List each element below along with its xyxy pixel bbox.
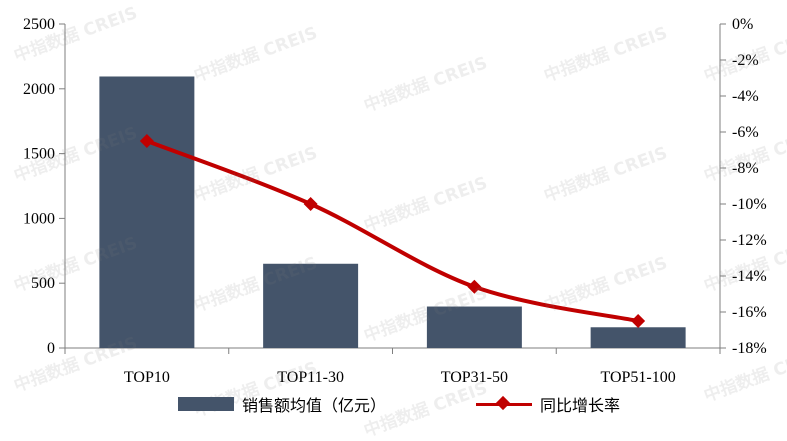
legend-item-bar: 销售额均值（亿元） [178, 392, 386, 416]
left-tick-label: 2000 [23, 81, 55, 98]
bar-series [99, 76, 686, 348]
bar [590, 327, 686, 348]
x-tick-label: TOP10 [124, 369, 170, 386]
line-point [467, 279, 482, 294]
legend-line-swatch [476, 395, 532, 411]
x-tick-label: TOP31-50 [441, 369, 508, 386]
legend-item-line: 同比增长率 [476, 392, 620, 416]
left-tick-label: 500 [31, 275, 55, 292]
legend-bar-swatch [178, 397, 234, 411]
bar [426, 306, 522, 348]
legend-line-label: 同比增长率 [540, 396, 621, 415]
right-tick-label: -8% [732, 160, 759, 177]
bar [263, 263, 359, 348]
legend-diamond-marker [495, 395, 511, 411]
left-tick-label: 2500 [23, 16, 55, 33]
right-tick-label: -10% [732, 196, 767, 213]
bar [99, 76, 195, 348]
legend: 销售额均值（亿元） 同比增长率 [0, 392, 787, 422]
right-tick-label: -2% [732, 52, 759, 69]
right-tick-label: -16% [732, 304, 767, 321]
left-tick-label: 0 [47, 340, 55, 357]
line-point [303, 197, 318, 211]
left-tick-label: 1000 [23, 210, 55, 227]
left-tick-label: 1500 [23, 146, 55, 163]
x-tick-label: TOP51-100 [600, 369, 675, 386]
right-tick-label: -4% [732, 88, 759, 105]
line-series [139, 134, 646, 328]
tick-labels: 0 500 1000 1500 2000 2500 0% -2% -4% -6% -8% -10% -1… [23, 16, 767, 386]
right-tick-label: -6% [732, 124, 759, 141]
right-tick-label: -18% [732, 340, 767, 357]
right-tick-label: -12% [732, 232, 767, 249]
x-tick-label: TOP11-30 [277, 369, 344, 386]
legend-bar-label: 销售额均值（亿元） [242, 396, 387, 415]
right-tick-label: 0% [732, 16, 753, 33]
growth-line [146, 139, 639, 323]
right-tick-label: -14% [732, 268, 767, 285]
line-point [631, 314, 646, 328]
line-point [139, 134, 154, 148]
combo-chart: 0 500 1000 1500 2000 2500 0% -2% -4% -6% -8% -10% -1… [23, 16, 767, 386]
